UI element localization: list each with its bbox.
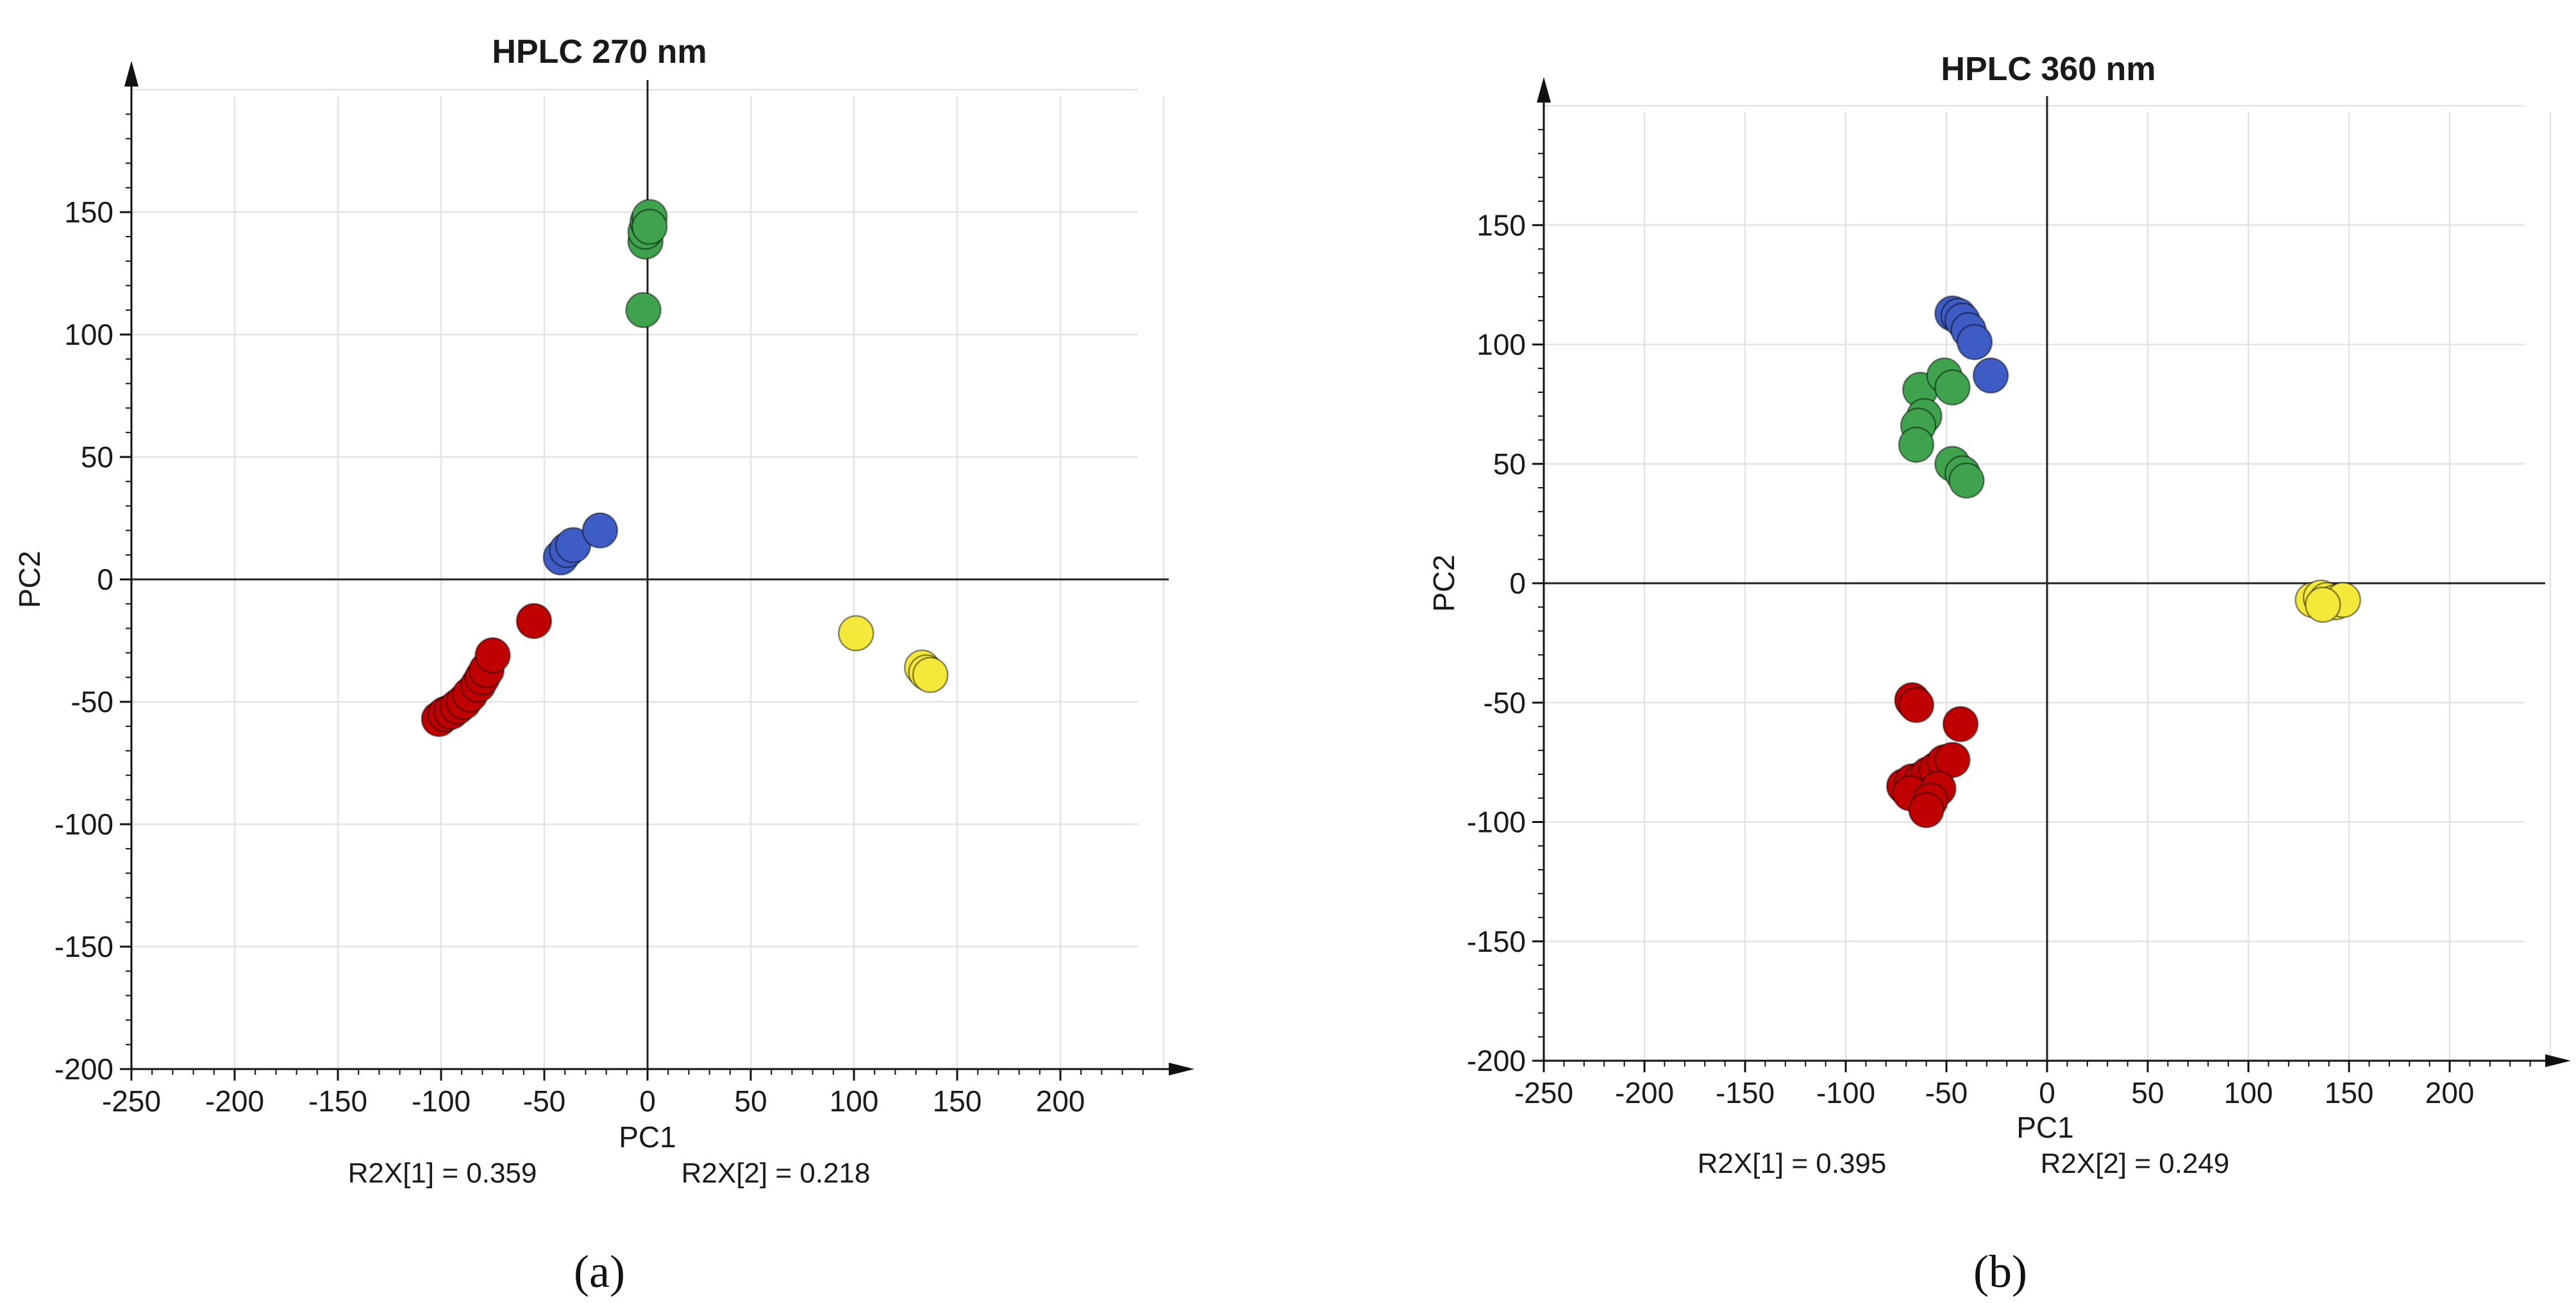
chart-title: HPLC 270 nm <box>492 33 707 71</box>
series-red <box>421 602 553 737</box>
x-axis-label: PC1 <box>619 1120 676 1154</box>
data-point <box>1934 369 1971 406</box>
data-point <box>625 292 662 329</box>
x-tick-label: 200 <box>1036 1084 1085 1118</box>
series-red <box>1886 682 1979 829</box>
x-tick-label: 150 <box>2325 1076 2374 1109</box>
x-tick-label: -200 <box>205 1084 264 1118</box>
x-axis-label: PC1 <box>2016 1111 2073 1144</box>
y-tick-label: 50 <box>1493 447 1526 481</box>
x-tick-label: -50 <box>1925 1076 1968 1109</box>
r2x-2-annotation: R2X[2] = 0.249 <box>2041 1148 2230 1179</box>
x-tick-label: 50 <box>734 1084 767 1118</box>
x-tick-label: 0 <box>2039 1076 2055 1109</box>
x-tick-label: -100 <box>1816 1076 1875 1109</box>
x-tick-label: -50 <box>523 1084 565 1118</box>
chart-panel-1: -250 -200 -150 -100 -50 0 50 100 150 200-200-150-… <box>13 33 1194 1297</box>
x-tick-label: -150 <box>1716 1076 1775 1109</box>
y-tick-label: 0 <box>1509 567 1526 600</box>
chart-title: HPLC 360 nm <box>1941 51 2155 88</box>
data-point <box>581 512 619 549</box>
y-tick-label: -100 <box>54 808 113 841</box>
y-tick-label: -150 <box>54 930 113 963</box>
series-blue <box>1934 295 2009 394</box>
data-point <box>555 527 592 563</box>
y-tick-label: -200 <box>1467 1044 1526 1077</box>
data-point <box>515 602 553 640</box>
y-tick-label: 50 <box>81 440 113 474</box>
y-tick-label: -150 <box>1467 925 1526 958</box>
x-tick-label: -250 <box>102 1084 161 1118</box>
x-tick-label: -150 <box>308 1084 367 1118</box>
x-tick-label: -250 <box>1514 1076 1573 1109</box>
data-point <box>1898 426 1935 463</box>
x-tick-label: 150 <box>933 1084 982 1118</box>
data-point <box>1898 686 1935 724</box>
series-yellow <box>2295 579 2361 623</box>
x-tick-label: 100 <box>830 1084 879 1118</box>
x-tick-label: 200 <box>2425 1076 2475 1109</box>
series-green <box>1898 357 1985 499</box>
data-point <box>2304 586 2341 623</box>
r2x-1-annotation: R2X[1] = 0.395 <box>1698 1148 1887 1179</box>
y-tick-label: -50 <box>71 685 113 718</box>
y-tick-label: 100 <box>64 318 113 351</box>
panel-label: (b) <box>1973 1246 2027 1297</box>
data-point <box>1972 357 2009 394</box>
x-tick-label: 100 <box>2224 1076 2273 1109</box>
y-axis-label: PC2 <box>13 551 46 608</box>
y-tick-label: 0 <box>97 563 113 596</box>
y-tick-label: -100 <box>1467 806 1526 839</box>
panel-label: (a) <box>574 1246 625 1297</box>
x-tick-label: -100 <box>412 1084 471 1118</box>
series-green <box>625 199 668 329</box>
data-point <box>631 208 668 245</box>
r2x-1-annotation: R2X[1] = 0.359 <box>348 1158 537 1189</box>
series-blue <box>542 512 619 576</box>
x-tick-label: -200 <box>1615 1076 1674 1109</box>
x-tick-label: 50 <box>2131 1076 2164 1109</box>
data-point <box>474 637 511 674</box>
chart-panel-2: -250 -200 -150 -100 -50 0 50 100 150 200-200-150-… <box>1427 51 2571 1297</box>
y-tick-label: 150 <box>1476 208 1526 242</box>
y-tick-label: 150 <box>64 195 113 229</box>
series-yellow <box>837 615 949 693</box>
y-tick-label: -50 <box>1484 686 1526 719</box>
data-point <box>1948 462 1985 499</box>
x-axis-arrow <box>1169 1063 1194 1075</box>
data-point <box>837 615 874 652</box>
data-point <box>1934 742 1971 778</box>
data-point <box>1942 706 1979 743</box>
y-axis-arrow <box>124 61 138 87</box>
data-point <box>1956 324 1993 361</box>
r2x-2-annotation: R2X[2] = 0.218 <box>682 1158 871 1189</box>
x-axis-arrow <box>2545 1054 2571 1067</box>
data-point <box>1908 792 1945 829</box>
data-point <box>912 656 949 693</box>
y-tick-label: -200 <box>54 1052 113 1086</box>
y-axis-label: PC2 <box>1427 554 1460 611</box>
y-axis-arrow <box>1537 77 1551 103</box>
y-tick-label: 100 <box>1476 328 1526 361</box>
x-tick-label: 0 <box>639 1084 656 1118</box>
